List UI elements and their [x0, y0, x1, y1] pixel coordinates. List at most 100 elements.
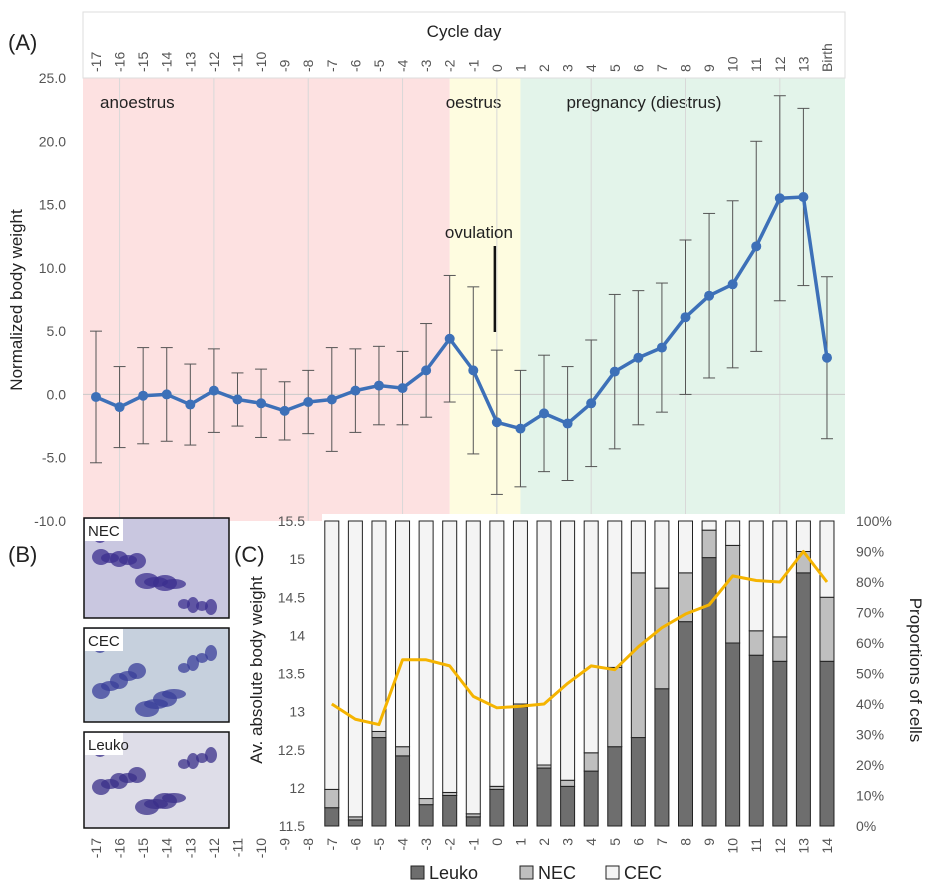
bar-segment: [418, 798, 434, 806]
marker: [751, 241, 762, 252]
x-tick-label: 14: [819, 838, 835, 854]
x-tick-label: -4: [395, 59, 411, 72]
cell: [92, 683, 110, 699]
x-tick-label: 4: [583, 838, 599, 846]
x-tick-label: 9: [701, 838, 717, 846]
bar-segment: [701, 520, 717, 531]
x-tick-label: 7: [654, 64, 670, 72]
y2-tick-label: 10%: [856, 788, 884, 804]
image-label: Leuko: [88, 737, 129, 754]
marker: [350, 385, 361, 396]
x-tick-label: 10: [725, 838, 741, 854]
marker: [232, 394, 243, 405]
x-tick-label: -9: [277, 838, 293, 851]
marker: [609, 366, 620, 377]
x-tick-label: -1: [465, 838, 481, 851]
x-tick-label: -1: [465, 59, 481, 72]
marker: [279, 405, 290, 416]
cell: [205, 645, 217, 661]
bar-segment: [819, 520, 835, 598]
y-tick-label: 15.5: [278, 513, 305, 529]
bar-segment: [630, 572, 646, 739]
cell: [135, 573, 159, 589]
x-tick-label: -6: [347, 838, 363, 851]
marker: [774, 193, 785, 204]
panel-label: (B): [8, 542, 37, 567]
x-tick-label: 12: [772, 838, 788, 854]
legend-label: NEC: [538, 863, 576, 883]
marker: [256, 398, 267, 409]
marker: [185, 399, 196, 410]
x-tick-label: -5: [371, 59, 387, 72]
x-tick-label: -8: [300, 838, 316, 851]
x-tick-label: -13: [182, 52, 198, 72]
x-tick-label: -16: [112, 838, 128, 858]
bar-segment: [324, 807, 340, 827]
y-tick-label: 15.0: [39, 197, 66, 213]
bar-segment: [324, 788, 340, 809]
x-tick-label: Birth: [819, 43, 835, 72]
x-tick-label: 1: [512, 838, 528, 846]
cell: [135, 701, 159, 717]
x-tick-label: 2: [536, 64, 552, 72]
marker: [539, 408, 550, 419]
legend-swatch: [410, 865, 425, 880]
legend-label: Leuko: [429, 863, 478, 883]
y-axis-title: Normalized body weight: [7, 209, 26, 391]
x-tick-label: 13: [795, 56, 811, 72]
y2-tick-label: 50%: [856, 666, 884, 682]
y-tick-label: 14: [289, 627, 305, 643]
bar-segment: [678, 520, 693, 574]
bar-segment: [772, 520, 788, 638]
y-axis-title: Av. absolute body weight: [247, 576, 266, 764]
image-label-bg: [85, 519, 123, 541]
y-tick-label: 12: [289, 780, 305, 796]
marker: [397, 383, 408, 394]
y2-tick-label: 20%: [856, 757, 884, 773]
marker: [91, 391, 101, 402]
y2-tick-label: 40%: [856, 696, 884, 712]
bar-segment: [583, 752, 599, 772]
bar-segment: [395, 746, 411, 757]
marker: [114, 402, 125, 413]
region-label: pregnancy (diestrus): [566, 93, 721, 112]
legend-swatch: [519, 865, 534, 880]
x-tick-label: -14: [159, 838, 175, 858]
x-tick-label: -8: [300, 59, 316, 72]
bar-segment: [442, 520, 458, 793]
x-tick-label: -4: [395, 838, 411, 851]
bar-segment: [701, 529, 717, 559]
cell: [205, 747, 217, 763]
marker: [373, 380, 384, 391]
top-axis-box: [82, 11, 846, 79]
x-tick-label: 3: [560, 64, 576, 72]
x-tick-label: -12: [206, 52, 222, 72]
y-tick-label: 5.0: [47, 323, 67, 339]
marker: [208, 385, 219, 396]
y2-tick-label: 90%: [856, 544, 884, 560]
marker: [656, 342, 667, 353]
bar-segment: [465, 816, 481, 827]
x-tick-label: 9: [701, 64, 717, 72]
cell: [196, 653, 208, 663]
y2-tick-label: 80%: [856, 574, 884, 590]
marker: [303, 397, 314, 408]
y-tick-label: -5.0: [42, 450, 66, 466]
marker: [468, 365, 479, 376]
bar-segment: [347, 520, 363, 818]
cell: [92, 549, 110, 565]
x-tick-label: -11: [229, 53, 245, 72]
bar-segment: [395, 755, 411, 827]
cell: [178, 599, 190, 609]
bar-segment: [560, 785, 576, 827]
marker: [161, 389, 172, 400]
x-tick-label: 11: [748, 838, 764, 853]
marker: [821, 352, 832, 363]
bar-segment: [795, 572, 811, 827]
cell: [178, 759, 190, 769]
x-axis-title: Cycle day: [427, 22, 502, 41]
x-tick-label: 10: [725, 56, 741, 72]
bar-segment: [795, 520, 811, 552]
region: [83, 78, 450, 521]
